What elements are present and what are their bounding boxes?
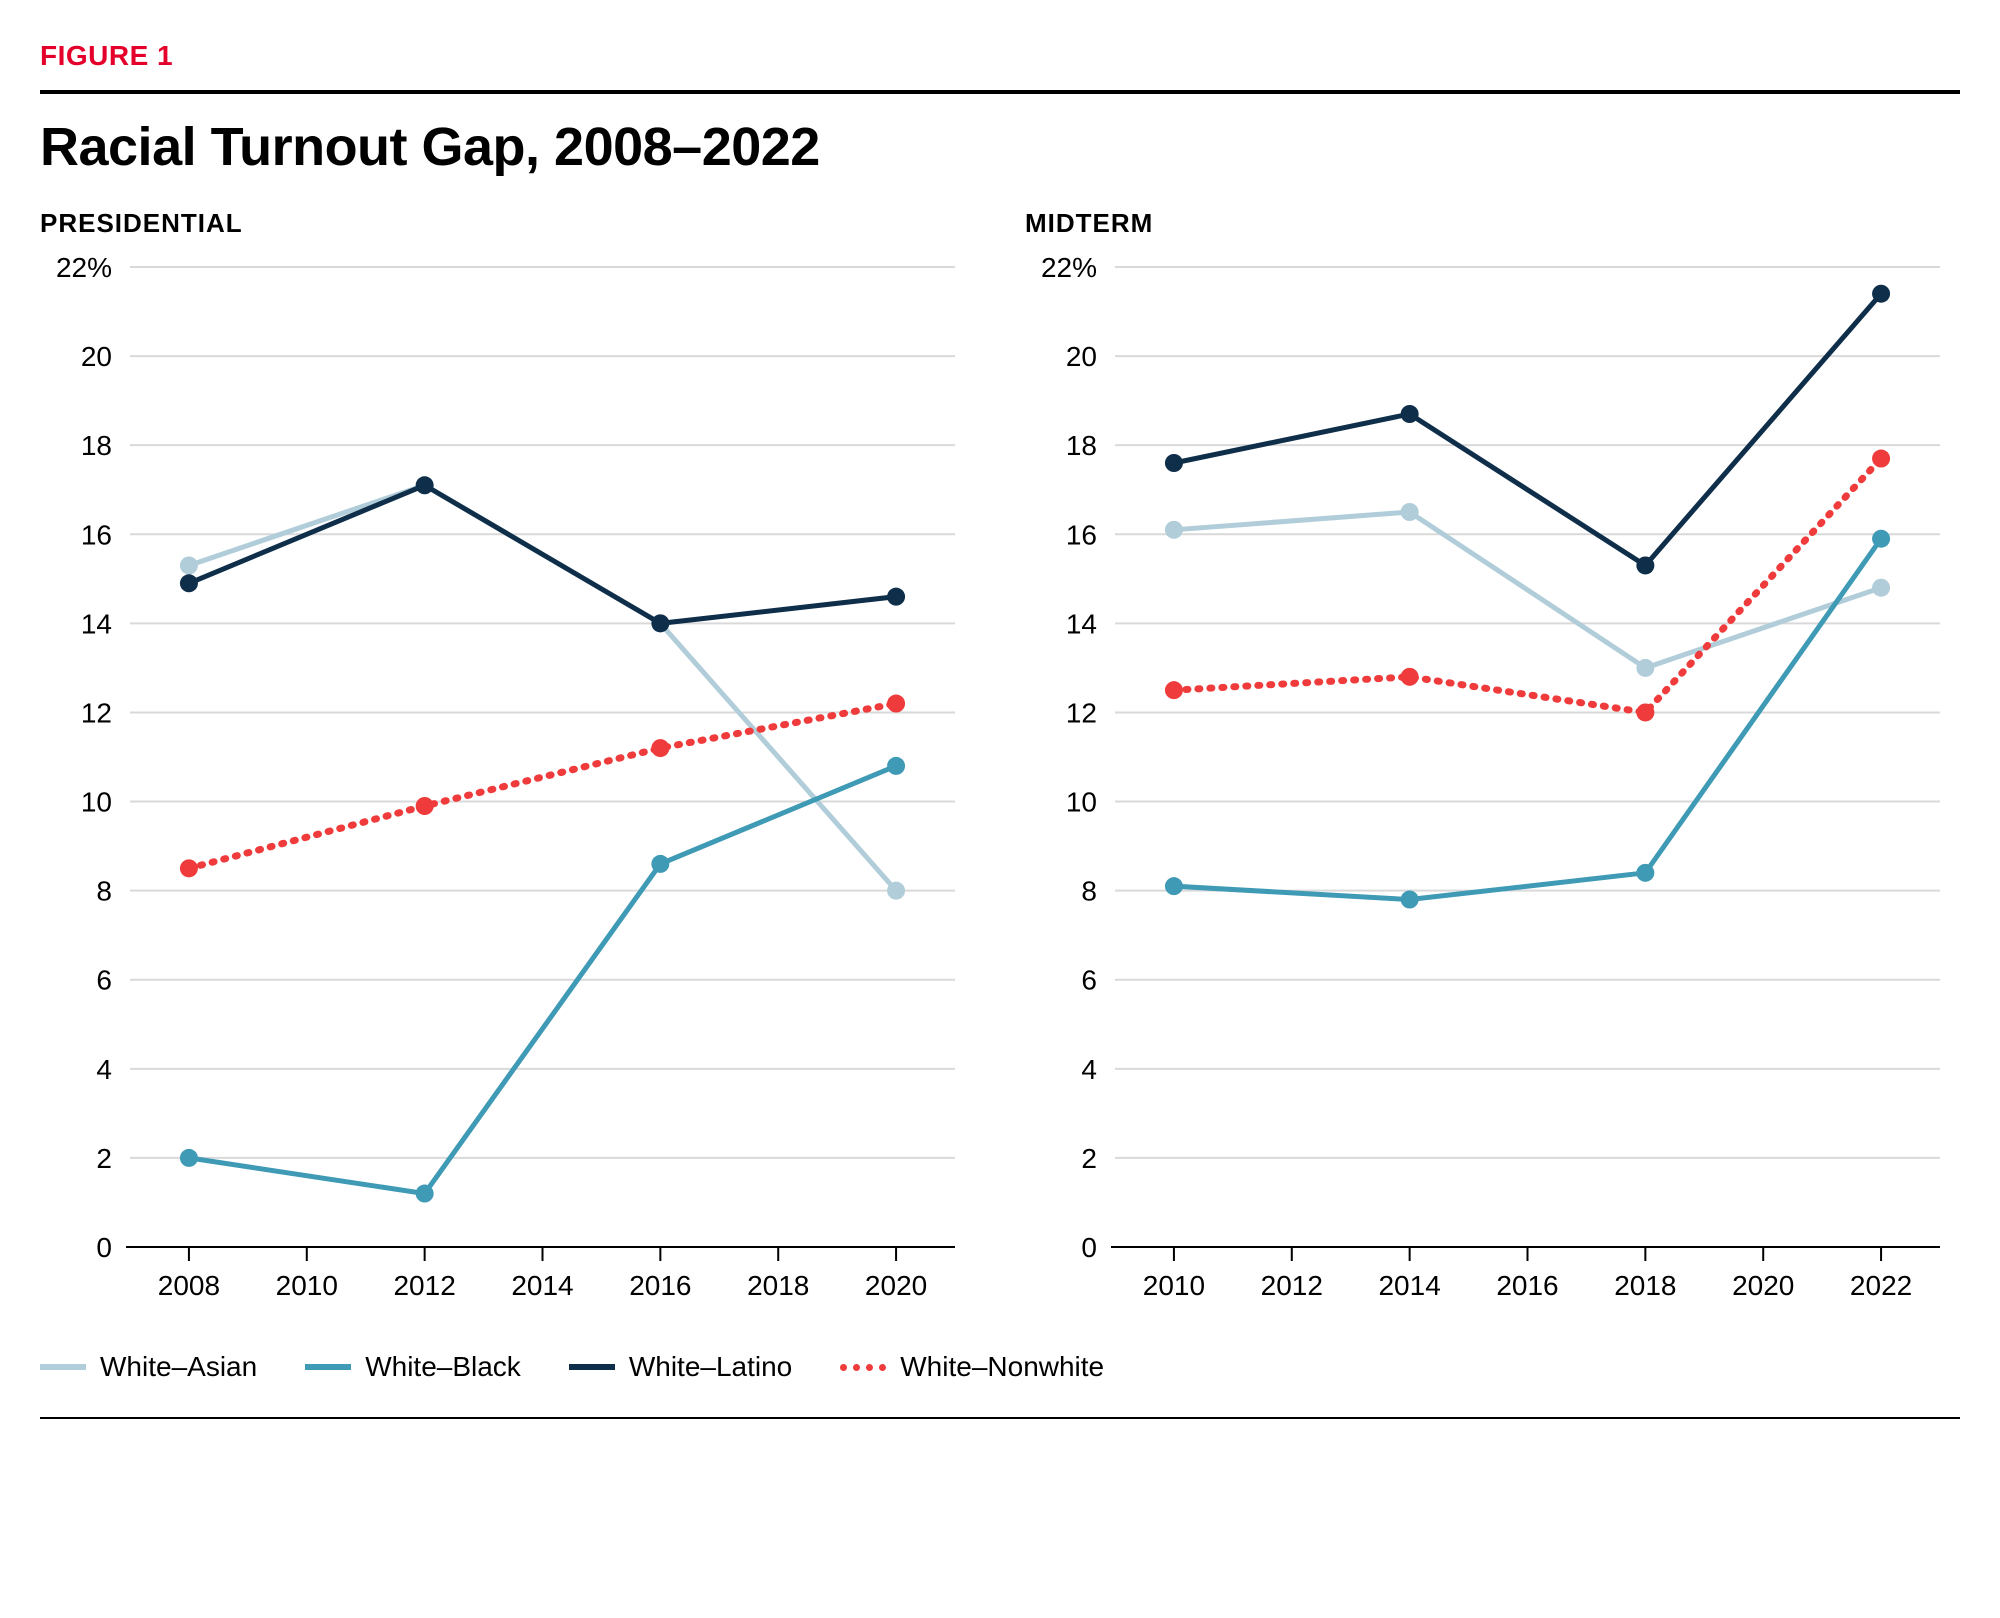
marker-white-black (416, 1185, 434, 1203)
y-tick-label: 12 (81, 697, 112, 728)
series-line-white-nonwhite (189, 704, 896, 869)
x-tick-label: 2014 (511, 1270, 573, 1301)
marker-white-asian (180, 556, 198, 574)
x-tick-label: 2018 (747, 1270, 809, 1301)
legend-item-white-nonwhite: White–Nonwhite (840, 1351, 1104, 1383)
y-tick-label: 18 (81, 430, 112, 461)
y-tick-label: 14 (1066, 608, 1097, 639)
y-tick-label: 2 (1081, 1143, 1097, 1174)
y-tick-label: 20 (1066, 341, 1097, 372)
marker-white-nonwhite (416, 797, 434, 815)
marker-white-nonwhite (887, 695, 905, 713)
marker-white-black (1401, 891, 1419, 909)
marker-white-nonwhite (1636, 703, 1654, 721)
marker-white-latino (651, 614, 669, 632)
marker-white-latino (1636, 556, 1654, 574)
marker-white-asian (1401, 503, 1419, 521)
legend-swatch (569, 1364, 615, 1370)
x-tick-label: 2012 (393, 1270, 455, 1301)
series-line-white-latino (1174, 294, 1881, 566)
panel-title-midterm: MIDTERM (1025, 208, 1960, 239)
x-tick-label: 2008 (158, 1270, 220, 1301)
marker-white-nonwhite (651, 739, 669, 757)
x-tick-label: 2012 (1261, 1270, 1323, 1301)
marker-white-nonwhite (1165, 681, 1183, 699)
marker-white-latino (1401, 405, 1419, 423)
legend: White–Asian White–Black White–Latino White–… (40, 1351, 1960, 1383)
bottom-rule (40, 1417, 1960, 1419)
x-tick-label: 2014 (1378, 1270, 1440, 1301)
y-tick-label: 18 (1066, 430, 1097, 461)
panels-row: PRESIDENTIAL 0246810121416182022%2008201… (40, 208, 1960, 1317)
chart-title: Racial Turnout Gap, 2008–2022 (40, 116, 1960, 178)
y-tick-label: 12 (1066, 697, 1097, 728)
x-tick-label: 2020 (1732, 1270, 1794, 1301)
y-tick-label: 8 (1081, 876, 1097, 907)
y-tick-label: 4 (1081, 1054, 1097, 1085)
panel-midterm: MIDTERM 0 2 4 6 8 10 12 14 16 18 20 22% 2010 2012 2014… (1025, 208, 1960, 1317)
marker-white-asian (1165, 521, 1183, 539)
y-tick-label: 2 (96, 1143, 112, 1174)
x-tick-label: 2016 (629, 1270, 691, 1301)
x-tick-label: 2010 (276, 1270, 338, 1301)
legend-label: White–Latino (629, 1351, 792, 1383)
marker-white-nonwhite (1872, 450, 1890, 468)
marker-white-nonwhite (180, 859, 198, 877)
legend-swatch (40, 1364, 86, 1370)
y-tick-label: 16 (1066, 519, 1097, 550)
y-tick-label: 6 (1081, 965, 1097, 996)
y-tick-label: 22% (1041, 257, 1097, 283)
marker-white-black (1636, 864, 1654, 882)
marker-white-latino (1872, 285, 1890, 303)
x-tick-label: 2022 (1850, 1270, 1912, 1301)
y-tick-label: 0 (1081, 1232, 1097, 1263)
chart-presidential: 0 2 4 6 8 10 12 14 16 18 20 22% 2008 2010 2012 2014 2016… (40, 257, 975, 1317)
marker-white-asian (1872, 579, 1890, 597)
y-tick-label: 16 (81, 519, 112, 550)
series-line-white-asian (1174, 512, 1881, 668)
y-tick-label: 20 (81, 341, 112, 372)
legend-item-white-black: White–Black (305, 1351, 521, 1383)
legend-swatch (305, 1364, 351, 1370)
y-tick-label: 10 (1066, 787, 1097, 818)
panel-presidential: PRESIDENTIAL 0 2 4 6 8 10 12 14 16 18 20 22% 2008 201… (40, 208, 975, 1317)
marker-white-latino (180, 574, 198, 592)
legend-item-white-latino: White–Latino (569, 1351, 792, 1383)
x-tick-label: 2016 (1496, 1270, 1558, 1301)
x-tick-label: 2010 (1143, 1270, 1205, 1301)
y-tick-label: 0 (96, 1232, 112, 1263)
marker-white-black (1872, 530, 1890, 548)
x-tick-label: 2018 (1614, 1270, 1676, 1301)
marker-white-black (1165, 877, 1183, 895)
chart-midterm: 0 2 4 6 8 10 12 14 16 18 20 22% 2010 2012 2014 2016 2018… (1025, 257, 1960, 1317)
series-line-white-latino (189, 485, 896, 623)
marker-white-black (651, 855, 669, 873)
series-line-white-nonwhite (1174, 459, 1881, 713)
legend-label: White–Asian (100, 1351, 257, 1383)
panel-title-presidential: PRESIDENTIAL (40, 208, 975, 239)
marker-white-latino (1165, 454, 1183, 472)
y-tick-label: 22% (56, 257, 112, 283)
figure-container: FIGURE 1 Racial Turnout Gap, 2008–2022 P… (40, 40, 1960, 1419)
legend-label: White–Nonwhite (900, 1351, 1104, 1383)
series-line-white-asian (189, 485, 896, 890)
legend-swatch (840, 1364, 886, 1371)
y-tick-label: 10 (81, 787, 112, 818)
top-rule (40, 90, 1960, 94)
marker-white-latino (416, 476, 434, 494)
y-tick-label: 4 (96, 1054, 112, 1085)
y-tick-label: 8 (96, 876, 112, 907)
marker-white-latino (887, 588, 905, 606)
legend-item-white-asian: White–Asian (40, 1351, 257, 1383)
figure-label: FIGURE 1 (40, 40, 1960, 72)
legend-label: White–Black (365, 1351, 521, 1383)
y-tick-label: 14 (81, 608, 112, 639)
marker-white-asian (1636, 659, 1654, 677)
marker-white-black (180, 1149, 198, 1167)
marker-white-black (887, 757, 905, 775)
x-tick-label: 2020 (865, 1270, 927, 1301)
marker-white-asian (887, 882, 905, 900)
y-tick-label: 6 (96, 965, 112, 996)
marker-white-nonwhite (1401, 668, 1419, 686)
